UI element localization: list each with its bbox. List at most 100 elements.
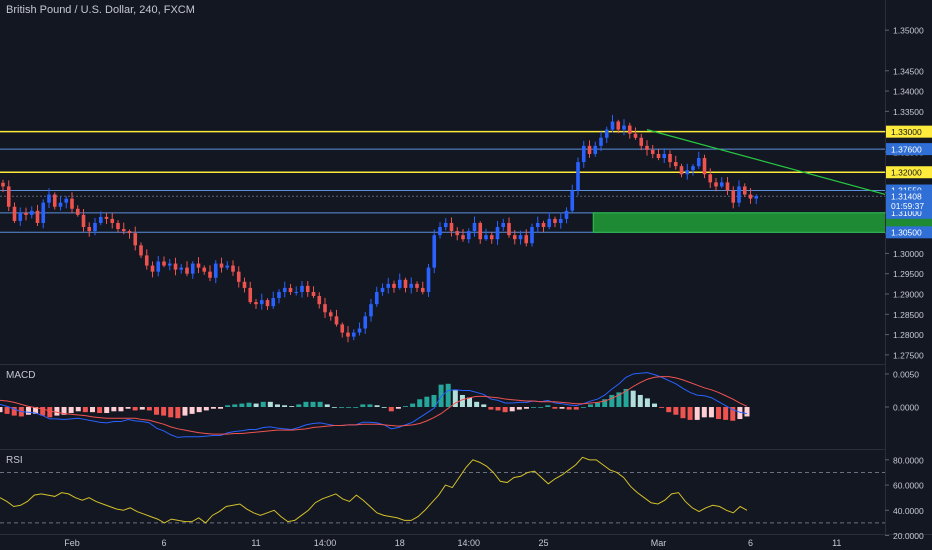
candle-body — [98, 216, 103, 223]
macd-histogram-bar — [232, 404, 238, 407]
candle-body — [248, 287, 253, 303]
chart-title: British Pound / U.S. Dollar, 240, FXCM — [6, 4, 195, 16]
candle-body — [133, 233, 138, 246]
candle-body — [196, 263, 201, 268]
candle-body — [219, 263, 224, 268]
candle-body — [547, 218, 552, 228]
candle-body — [282, 287, 287, 292]
rsi-tick-label: 80.0000 — [893, 455, 924, 465]
macd-histogram-bar — [708, 407, 714, 418]
candle-body — [415, 283, 419, 288]
macd-histogram-bar — [203, 407, 209, 411]
rsi-pane[interactable] — [0, 456, 885, 524]
macd-histogram-bar — [744, 407, 750, 417]
candle-body — [190, 263, 195, 274]
macd-histogram-bar — [89, 407, 95, 413]
time-tick-label: 6 — [748, 538, 753, 548]
macd-histogram-bar — [303, 401, 309, 407]
macd-histogram-bar — [4, 407, 10, 414]
candle-body — [645, 145, 649, 150]
macd-histogram-bar — [111, 407, 117, 412]
candle-body — [449, 222, 454, 232]
candle-body — [300, 285, 304, 292]
candle-body — [696, 158, 701, 167]
macd-histogram-bar — [474, 401, 480, 407]
macd-histogram-bar — [168, 407, 174, 418]
macd-histogram-bar — [424, 396, 430, 407]
candle-body — [150, 265, 155, 272]
candle-body — [121, 229, 126, 232]
time-tick-label: Mar — [651, 538, 667, 548]
candle-body — [254, 302, 258, 305]
candle-body — [714, 182, 718, 187]
macd-histogram — [0, 383, 750, 421]
candle-body — [633, 133, 638, 138]
macd-histogram-bar — [716, 407, 722, 420]
candle-body — [432, 235, 437, 268]
candle-body — [346, 332, 350, 337]
time-axis[interactable]: Feb 6 11 14:00 18 14:00 25 Mar 6 11 — [64, 538, 841, 548]
macd-histogram-bar — [531, 407, 537, 408]
candle-body — [438, 227, 442, 236]
price-label-box — [886, 190, 932, 212]
candle-body — [627, 125, 632, 134]
candle-body — [35, 210, 40, 223]
candle-body — [271, 298, 276, 307]
price-tick-label: 1.35000 — [893, 26, 924, 36]
macd-tick-label: 0.0000 — [893, 403, 919, 413]
macd-histogram-bar — [580, 407, 586, 408]
macd-histogram-bar — [623, 388, 629, 407]
macd-histogram-bar — [431, 394, 437, 407]
macd-histogram-bar — [189, 407, 195, 414]
candle-body — [604, 129, 609, 138]
candle-body — [1, 182, 5, 187]
candle-body — [294, 291, 299, 293]
signal-line — [0, 376, 748, 435]
macd-histogram-bar — [687, 407, 693, 420]
candle-body — [461, 235, 465, 240]
candle-body — [392, 283, 396, 288]
price-label-text: 1.31408 — [891, 191, 922, 201]
candle-body — [397, 279, 402, 288]
candle-body — [403, 279, 408, 288]
macd-histogram-bar — [587, 404, 593, 407]
candle-body — [18, 212, 23, 221]
candle-body — [58, 202, 63, 207]
price-pane[interactable] — [0, 115, 932, 343]
price-countdown: 01:59:37 — [891, 201, 924, 211]
macd-histogram-bar — [360, 404, 366, 407]
candle-body — [323, 304, 327, 313]
macd-histogram-bar — [210, 407, 216, 409]
macd-histogram-bar — [296, 404, 302, 407]
candle-body — [489, 235, 494, 240]
candle-body — [259, 300, 264, 305]
candle-body — [52, 194, 57, 207]
macd-histogram-bar — [274, 404, 280, 407]
macd-histogram-bar — [146, 407, 152, 411]
candle-body — [173, 263, 178, 270]
candle-body — [12, 206, 17, 221]
price-tick-label: 1.30000 — [893, 249, 924, 259]
macd-histogram-bar — [410, 403, 416, 407]
macd-histogram-bar — [75, 407, 81, 412]
macd-histogram-bar — [417, 399, 423, 407]
macd-histogram-bar — [701, 407, 707, 418]
macd-histogram-bar — [395, 407, 401, 409]
candle-body — [75, 208, 80, 215]
candle-body — [340, 324, 345, 333]
macd-histogram-bar — [481, 404, 487, 407]
candle-body — [144, 255, 149, 266]
macd-histogram-bar — [346, 407, 352, 408]
macd-histogram-bar — [467, 397, 473, 407]
price-axis[interactable]: 1.350001.345001.340001.335001.330001.325… — [885, 26, 924, 541]
candle-body — [553, 218, 557, 223]
candle-body — [116, 222, 120, 230]
macd-histogram-bar — [538, 407, 544, 408]
candle-body — [576, 162, 580, 191]
candle-body — [162, 261, 166, 266]
candle-body — [317, 296, 322, 305]
macd-histogram-bar — [175, 407, 181, 419]
macd-histogram-bar — [104, 407, 110, 414]
macd-pane[interactable] — [0, 372, 750, 438]
